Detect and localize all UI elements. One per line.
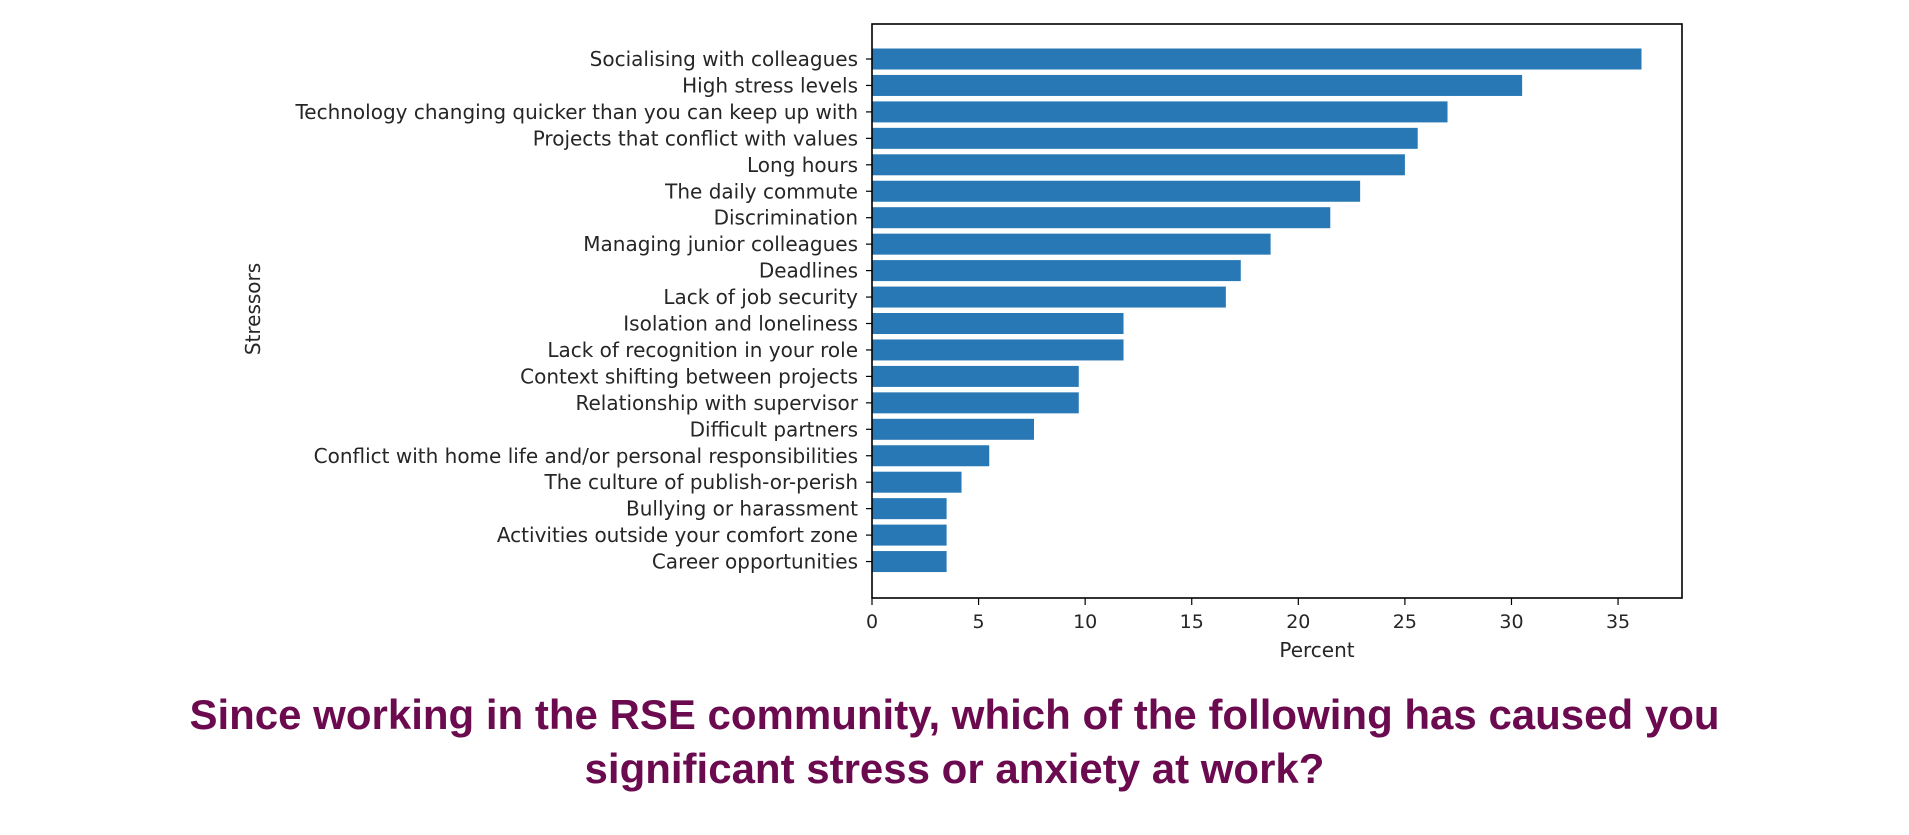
category-label: Discrimination <box>714 206 858 230</box>
bar <box>872 392 1079 414</box>
bar <box>872 207 1331 229</box>
category-label: Difficult partners <box>690 417 858 441</box>
category-label: Career opportunities <box>652 550 858 574</box>
bar <box>872 498 947 520</box>
survey-question-title: Since working in the RSE community, whic… <box>0 688 1909 796</box>
x-axis-title: Percent <box>1279 638 1354 662</box>
bar <box>872 418 1034 440</box>
x-tick-label: 10 <box>1073 611 1097 633</box>
bar <box>872 74 1523 96</box>
category-label: Managing junior colleagues <box>583 232 858 256</box>
x-tick-label: 30 <box>1499 611 1523 633</box>
category-label: Deadlines <box>759 259 858 283</box>
x-tick-label: 0 <box>866 611 878 633</box>
bar <box>872 101 1448 123</box>
category-label: The daily commute <box>664 179 858 203</box>
category-label: High stress levels <box>682 73 858 97</box>
category-label: Conflict with home life and/or personal … <box>314 444 858 468</box>
bar <box>872 127 1418 149</box>
bar <box>872 365 1079 387</box>
bar <box>872 471 962 493</box>
bar <box>872 339 1124 361</box>
survey-question-line-2: significant stress or anxiety at work? <box>584 745 1325 792</box>
bar <box>872 180 1361 202</box>
category-label: Context shifting between projects <box>520 364 858 388</box>
y-axis-title: Stressors <box>241 263 265 355</box>
bar <box>872 313 1124 334</box>
bar <box>872 48 1642 70</box>
x-tick-label: 35 <box>1606 611 1630 633</box>
category-label: Technology changing quicker than you can… <box>294 100 858 124</box>
survey-question-line-1: Since working in the RSE community, whic… <box>189 691 1720 738</box>
bar <box>872 260 1241 282</box>
category-label: The culture of publish-or-perish <box>543 470 858 494</box>
x-tick-label: 25 <box>1393 611 1417 633</box>
bar <box>872 445 990 467</box>
category-label: Relationship with supervisor <box>575 391 858 415</box>
x-tick-label: 5 <box>973 611 985 633</box>
bar <box>872 551 947 573</box>
bar <box>872 524 947 546</box>
category-label: Lack of job security <box>663 285 858 309</box>
category-label: Socialising with colleagues <box>590 47 858 71</box>
bar <box>872 154 1405 176</box>
x-axis-ticks: 0 5 10 15 20 25 30 35 <box>866 598 1630 633</box>
category-label: Activities outside your comfort zone <box>497 523 858 547</box>
x-tick-label: 20 <box>1286 611 1310 633</box>
plot-frame <box>871 23 1683 599</box>
category-label: Projects that conflict with values <box>533 126 858 150</box>
bar <box>872 286 1226 308</box>
x-tick-label: 15 <box>1180 611 1204 633</box>
bar <box>872 233 1271 255</box>
category-label: Long hours <box>747 153 858 177</box>
bar-group <box>872 48 1642 573</box>
category-label: Lack of recognition in your role <box>547 338 858 362</box>
category-label: Isolation and loneliness <box>623 312 858 336</box>
category-label: Bullying or harassment <box>626 497 858 521</box>
